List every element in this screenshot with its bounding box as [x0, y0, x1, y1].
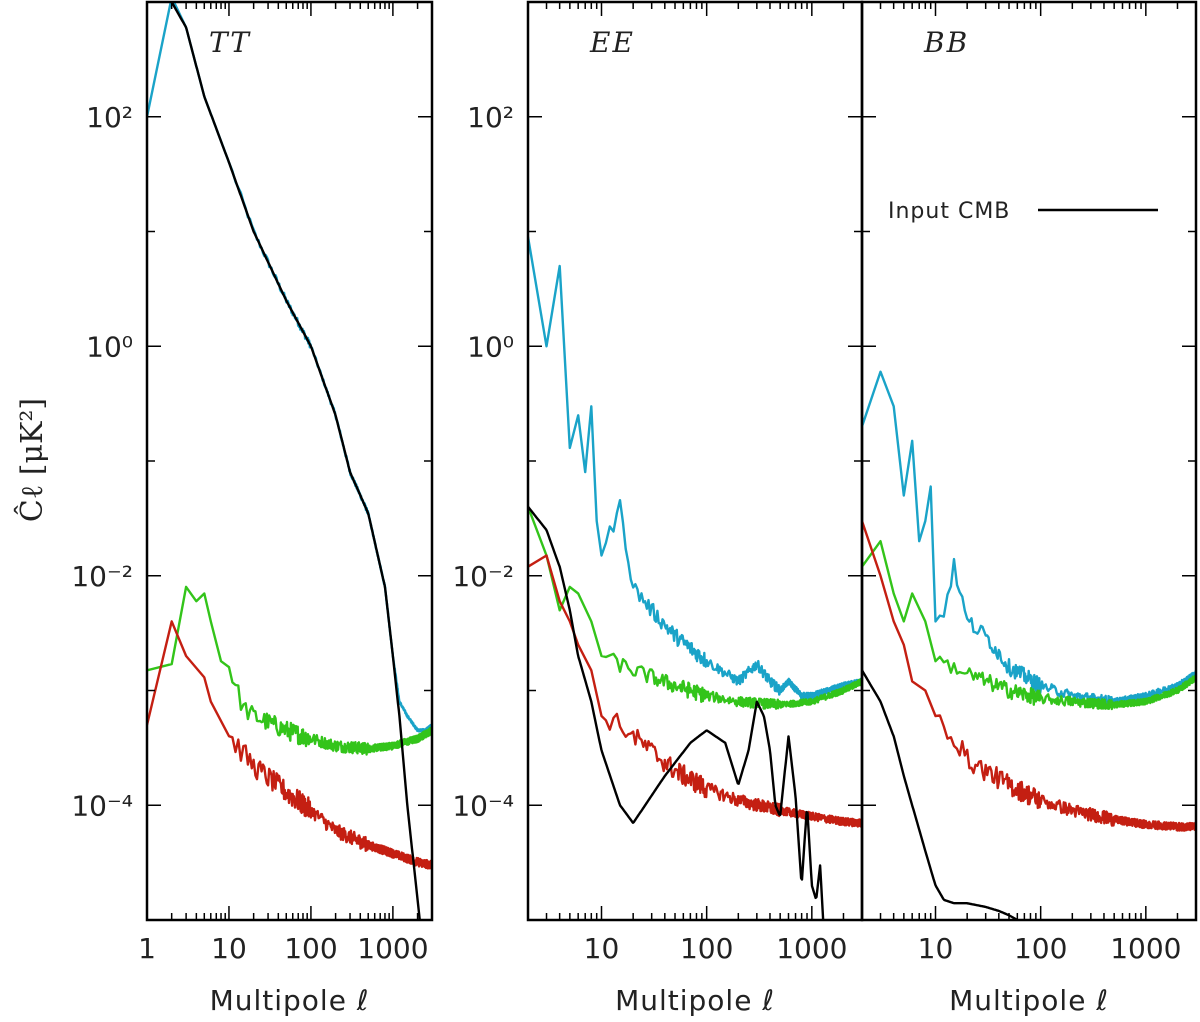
y-axis-label: Ĉℓ [μK²] [14, 398, 50, 522]
series-group [862, 370, 1196, 920]
series-input-cmb-tt [170, 2, 421, 920]
series-group [528, 236, 862, 920]
y-tick-label: 10² [467, 101, 514, 134]
x-tick-label: 1000 [1110, 932, 1181, 965]
legend-label: Input CMB [888, 199, 1010, 224]
x-axis-label: Multipole ℓ [949, 984, 1109, 1017]
x-tick-label: 100 [1014, 932, 1067, 965]
x-tick-label: 100 [680, 932, 733, 965]
series-red-tt [147, 620, 432, 870]
y-tick-label: 10⁻² [71, 560, 133, 593]
panel-title: TT [209, 26, 251, 59]
series-green-tt [147, 585, 432, 756]
x-tick-label: 100 [284, 932, 337, 965]
x-tick-label: 10 [918, 932, 954, 965]
y-tick-label: 10⁰ [467, 330, 514, 363]
y-tick-label: 10⁻⁴ [71, 789, 133, 822]
series-input-cmb-ee [528, 505, 825, 920]
series-red-ee [528, 554, 862, 828]
y-tick-label: 10⁰ [86, 330, 133, 363]
x-tick-label: 1000 [357, 932, 428, 965]
x-axis-label: Multipole ℓ [210, 984, 370, 1017]
x-tick-label: 1 [138, 932, 156, 965]
series-cyan-ee [528, 236, 862, 700]
series-group [147, 2, 432, 920]
x-tick-label: 10 [211, 932, 247, 965]
x-tick-label: 1000 [776, 932, 847, 965]
series-red-bb [862, 520, 1196, 832]
x-tick-label: 10 [584, 932, 620, 965]
series-input-cmb-bb [862, 669, 1020, 920]
series-green-bb [862, 540, 1196, 711]
panel-tt: 1 10 100 1000 Multipole ℓ 10² 10⁰ 10⁻² 10⁻⁴ TT [71, 0, 434, 1017]
y-tick-label: 10² [86, 101, 133, 134]
y-tick-label: 10⁻⁴ [452, 789, 514, 822]
panel-title: BB [923, 26, 969, 59]
series-cyan-bb [862, 370, 1196, 708]
series-green-ee [528, 506, 862, 710]
x-axis-label: Multipole ℓ [615, 984, 775, 1017]
y-tick-label: 10⁻² [452, 560, 514, 593]
panel-title: EE [589, 26, 635, 59]
panel-frame [860, 0, 1198, 922]
panel-frame [145, 0, 434, 922]
